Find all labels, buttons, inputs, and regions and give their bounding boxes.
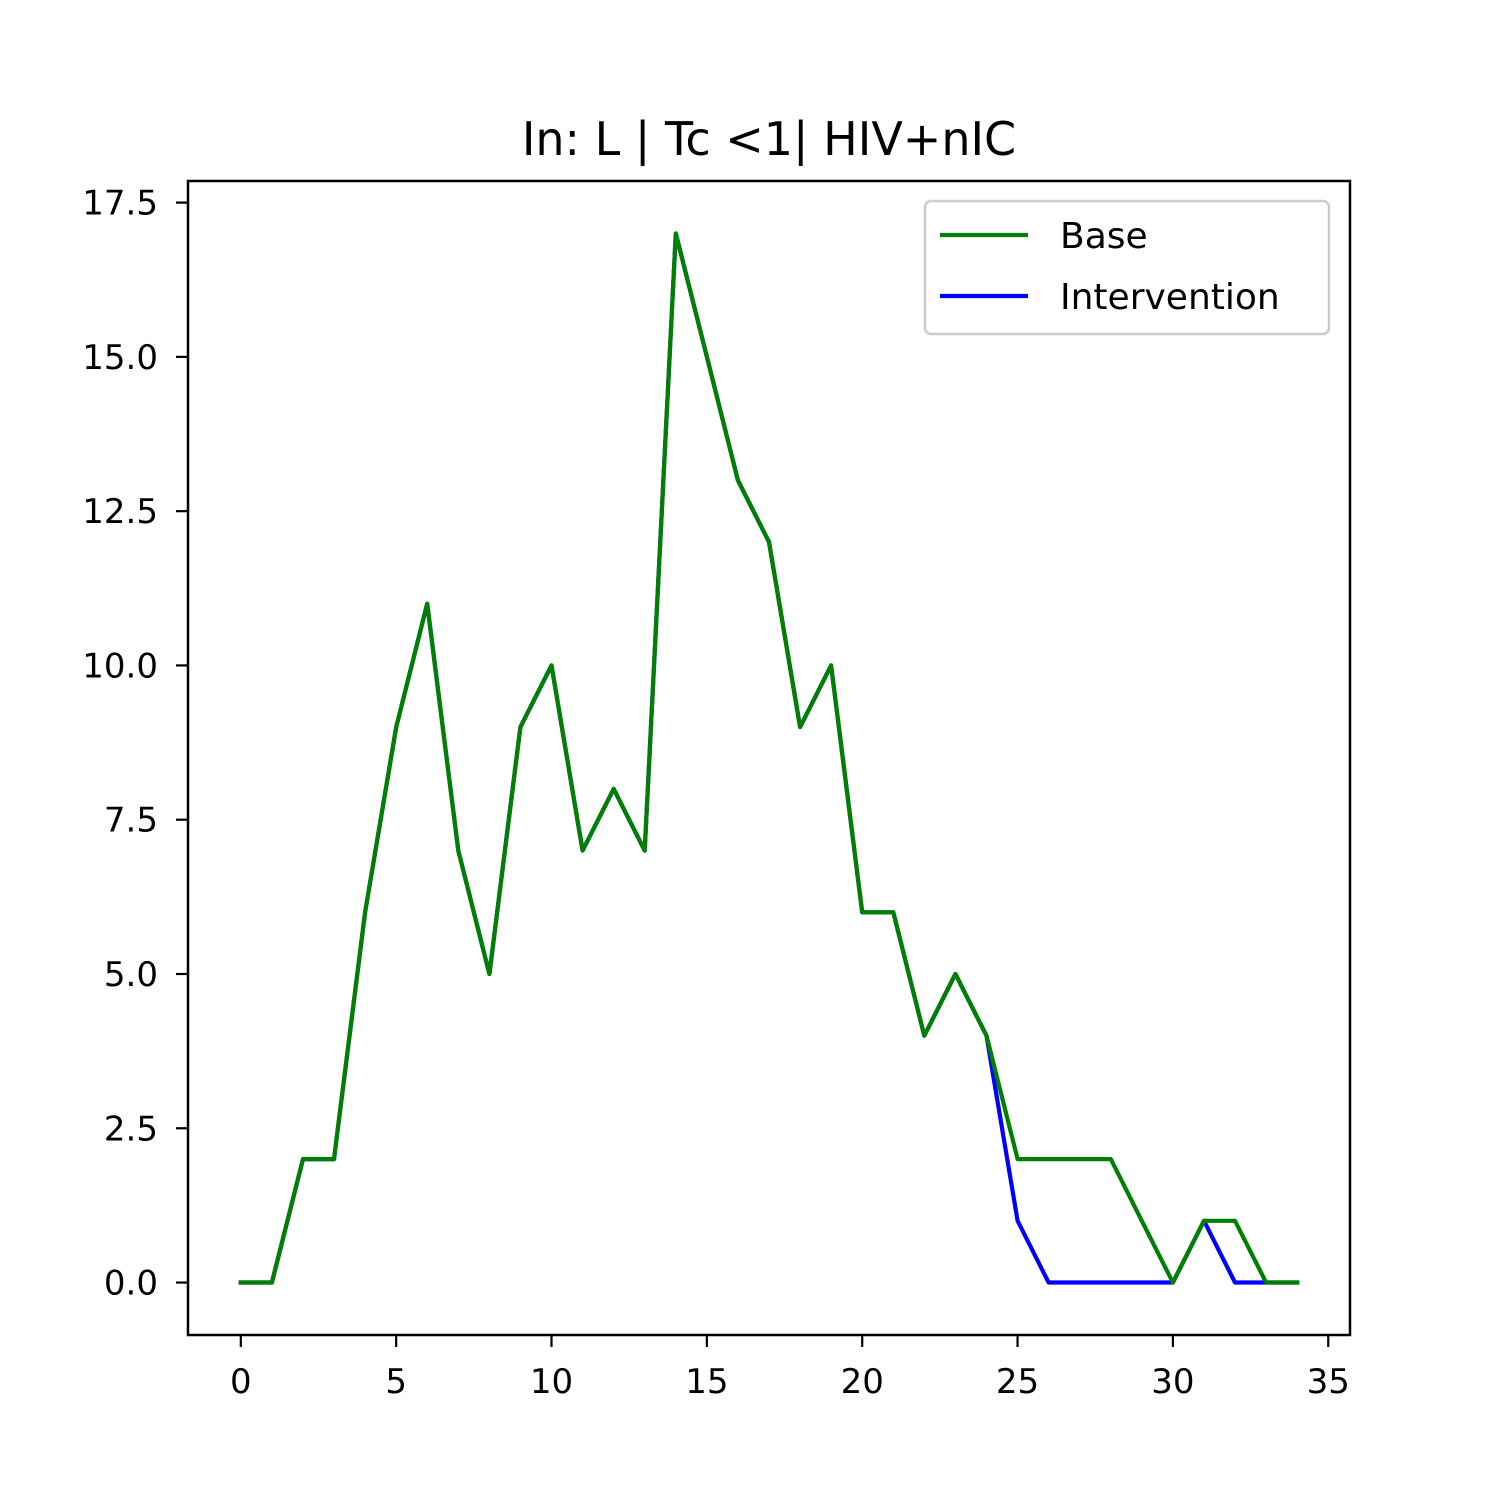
y-tick-label: 10.0 (82, 646, 158, 686)
plot-frame (186, 179, 1352, 1337)
y-tick-label: 15.0 (82, 338, 158, 378)
y-tick-label: 7.5 (104, 801, 158, 841)
x-axis: 0 5 10 15 20 25 30 35 (230, 1335, 1350, 1402)
x-tick-label: 35 (1307, 1362, 1350, 1402)
x-tick-label: 5 (385, 1362, 407, 1402)
x-tick-label: 15 (685, 1362, 728, 1402)
y-axis: 0.0 2.5 5.0 7.5 10.0 12.5 15.0 17.5 (82, 184, 188, 1304)
x-tick-label: 25 (996, 1362, 1039, 1402)
y-tick-label: 12.5 (82, 492, 158, 532)
series-layer (238, 231, 1300, 1285)
x-tick-label: 0 (230, 1362, 252, 1402)
series-line-base (238, 231, 1300, 1285)
legend-label-base: Base (1060, 216, 1148, 257)
y-tick-label: 0.0 (104, 1264, 158, 1304)
chart-title: In: L | Tc <1| HIV+nIC (522, 112, 1016, 167)
y-tick-label: 2.5 (104, 1109, 158, 1149)
y-tick-label: 17.5 (82, 184, 158, 224)
legend-label-intervention: Intervention (1060, 277, 1280, 318)
legend: Base Intervention (923, 199, 1331, 336)
y-tick-label: 5.0 (104, 955, 158, 995)
x-tick-label: 20 (841, 1362, 884, 1402)
x-tick-label: 30 (1151, 1362, 1194, 1402)
x-tick-label: 10 (530, 1362, 573, 1402)
